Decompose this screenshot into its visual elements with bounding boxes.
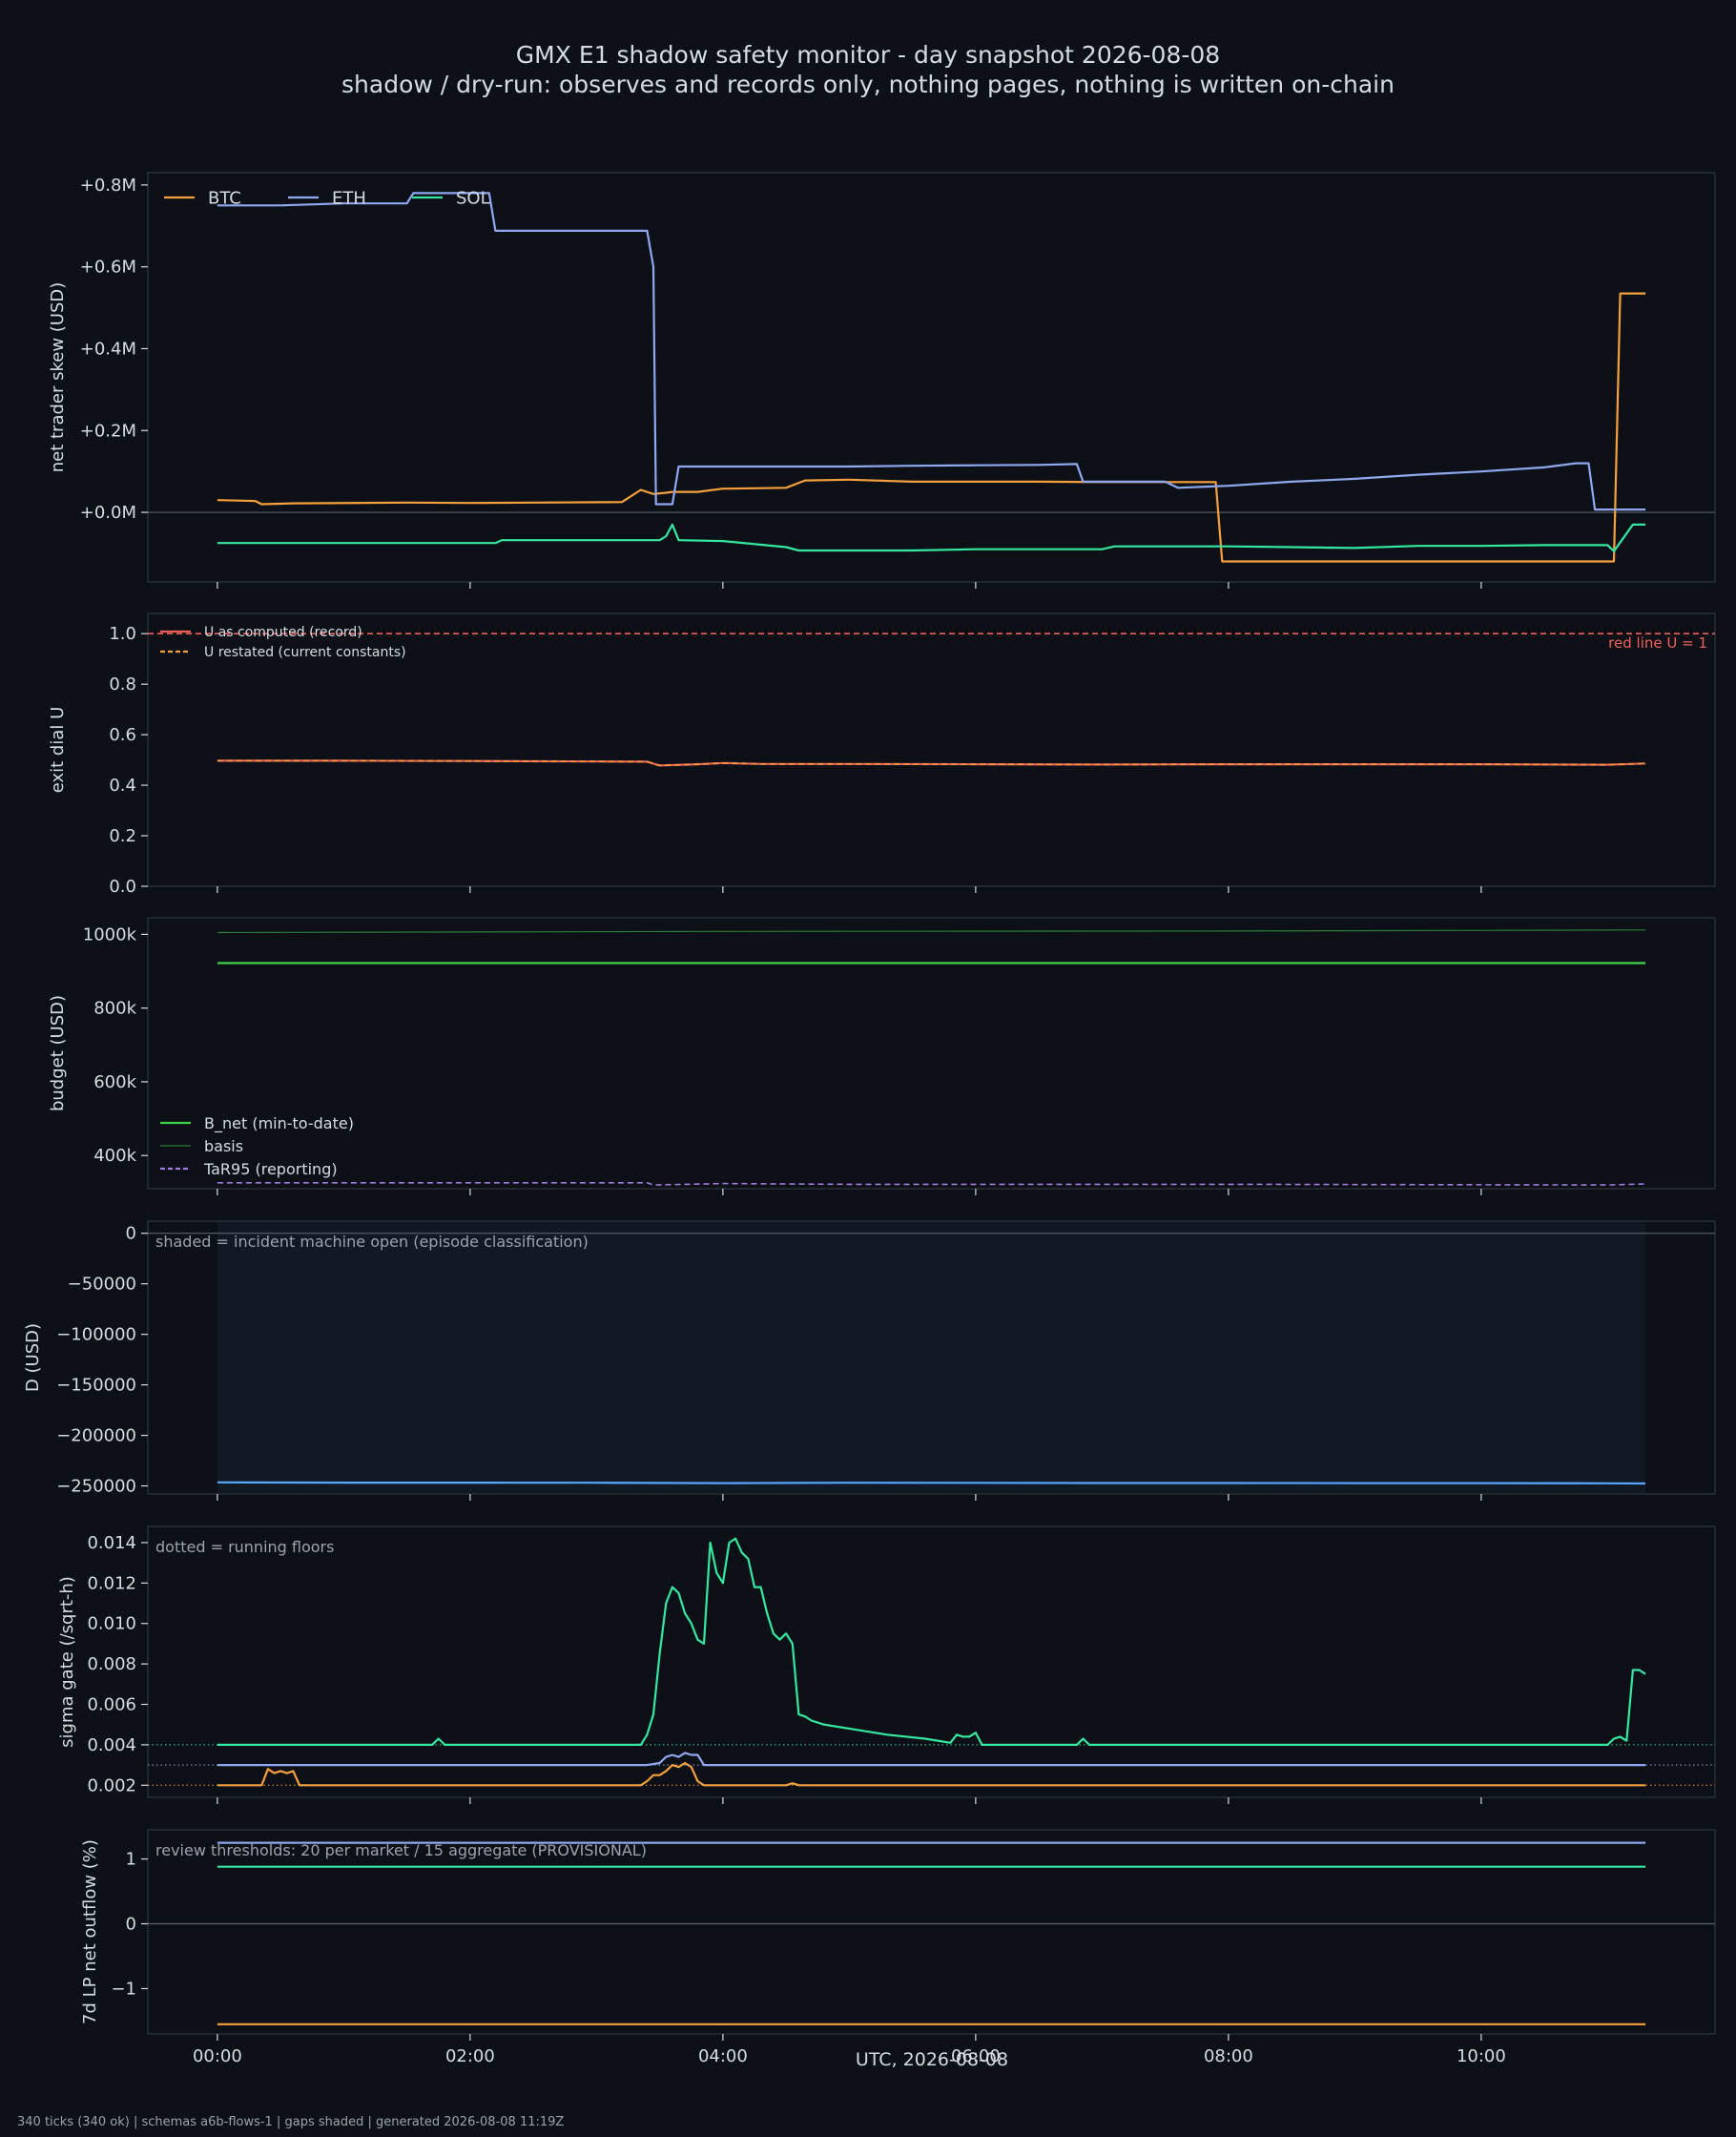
y-axis-label: sigma gate (/sqrt-h) (57, 1576, 77, 1748)
series-line-u (217, 759, 1646, 767)
legend-label: basis (204, 1137, 243, 1155)
series-line-btc (217, 292, 1646, 563)
panel-note: review thresholds: 20 per market / 15 ag… (155, 1841, 647, 1859)
legend-label: SOL (456, 188, 490, 208)
panel-frame (147, 172, 1716, 583)
y-tick-label: 1.0 (109, 624, 136, 644)
x-tick-label: 06:00 (951, 2046, 1001, 2066)
legend: B_net (min-to-date) basis TaR95 (reporting… (160, 1114, 354, 1178)
legend-label: U restated (current constants) (204, 645, 406, 660)
x-axis-label: UTC, 2026-08-08 (856, 2049, 1008, 2070)
x-tick-label: 10:00 (1457, 2046, 1506, 2066)
y-tick-label: 1000k (83, 924, 137, 944)
y-tick-label: 0.6 (109, 725, 136, 745)
y-tick-label: +0.2M (80, 421, 136, 441)
panel-2: red line U = 1 0.0 0.2 0.4 0.6 0.8 1.0 exit dia… (48, 612, 1716, 897)
y-tick-label: 1 (126, 1850, 136, 1870)
panel-5: 0.002 0.004 0.006 0.008 0.010 0.012 0.014 sigma… (57, 1525, 1716, 1804)
y-tick-label: 0 (126, 1224, 136, 1244)
legend-label: B_net (min-to-date) (204, 1114, 354, 1133)
y-axis-label: 7d LP net outflow (%) (80, 1839, 100, 2024)
y-tick-label: 0.0 (109, 877, 136, 897)
y-tick-label: 0.002 (87, 1775, 136, 1795)
chart-subtitle: shadow / dry-run: observes and records o… (341, 71, 1395, 98)
x-tick-label: 08:00 (1204, 2046, 1253, 2066)
panel-frame (147, 612, 1716, 887)
series-line-basis (217, 929, 1646, 934)
y-axis-label: D (USD) (23, 1323, 43, 1392)
series-line-tar95 (217, 1182, 1646, 1186)
panel-6: −1 0 1 00:00 02:00 04:00 06:00 08:00 10:00 7d LP … (80, 1829, 1716, 2066)
legend: BTC ETH SOL (164, 188, 490, 208)
legend-label: BTC (208, 188, 241, 208)
series-line-eth (217, 1752, 1646, 1767)
panel-note: dotted = running floors (155, 1538, 334, 1556)
panel-frame (147, 917, 1716, 1190)
y-tick-label: −250000 (56, 1477, 136, 1497)
y-tick-label: 0 (126, 1915, 136, 1935)
y-tick-label: 0.010 (87, 1614, 136, 1634)
y-tick-label: +0.0M (80, 503, 136, 523)
legend-label: U as computed (record) (204, 625, 362, 640)
y-axis-label: budget (USD) (48, 995, 68, 1111)
panel-note: shaded = incident machine open (episode … (155, 1233, 589, 1251)
y-tick-label: 800k (93, 999, 136, 1019)
legend: U as computed (record) U restated (curren… (160, 625, 406, 660)
x-tick-label: 04:00 (698, 2046, 748, 2066)
y-axis-label: exit dial U (48, 707, 68, 794)
y-tick-label: 0.4 (109, 776, 136, 796)
y-tick-label: 0.2 (109, 826, 136, 846)
y-tick-label: +0.6M (80, 258, 136, 278)
footer-text: 340 ticks (340 ok) | schemas a6b-flows-1… (17, 2115, 564, 2129)
panel-1: +0.0M +0.2M +0.4M +0.6M +0.8M net trader skew… (48, 172, 1716, 589)
y-tick-label: 0.012 (87, 1573, 136, 1593)
y-tick-label: 0.004 (87, 1735, 136, 1755)
y-tick-label: 0.8 (109, 674, 136, 695)
red-line-label: red line U = 1 (1608, 634, 1707, 652)
y-tick-label: −50000 (68, 1275, 136, 1295)
series-line-btc (217, 1761, 1646, 1787)
y-tick-label: −1 (111, 1979, 136, 1999)
shaded-region (217, 1222, 1646, 1493)
y-tick-label: −100000 (56, 1325, 136, 1345)
panels: +0.0M +0.2M +0.4M +0.6M +0.8M net trader skew… (23, 172, 1716, 2066)
y-tick-label: +0.8M (80, 176, 136, 196)
chart-title: GMX E1 shadow safety monitor - day snaps… (516, 41, 1220, 69)
y-tick-label: 400k (93, 1146, 136, 1166)
y-tick-label: 0.014 (87, 1533, 136, 1553)
series-line-sol (217, 1537, 1646, 1747)
y-tick-label: 0.008 (87, 1654, 136, 1674)
x-tick-label: 00:00 (193, 2046, 242, 2066)
y-tick-label: 0.006 (87, 1695, 136, 1715)
y-tick-label: −150000 (56, 1376, 136, 1396)
panel-frame (147, 1525, 1716, 1798)
series-line-eth (217, 192, 1646, 511)
panel-frame (147, 1829, 1716, 2035)
y-tick-label: 600k (93, 1072, 136, 1092)
legend-label: ETH (332, 188, 366, 208)
panel-4: −250000 −200000 −150000 −100000 −50000 0 D (US… (23, 1220, 1716, 1501)
x-tick-label: 02:00 (445, 2046, 495, 2066)
panel-3: 400k 600k 800k 1000k budget (USD) B_net (min-… (48, 917, 1716, 1195)
y-tick-label: +0.4M (80, 339, 136, 359)
legend-label: TaR95 (reporting) (203, 1160, 338, 1178)
y-axis-label: net trader skew (USD) (48, 282, 68, 473)
series-line-sol (217, 523, 1646, 552)
y-tick-label: −200000 (56, 1426, 136, 1446)
